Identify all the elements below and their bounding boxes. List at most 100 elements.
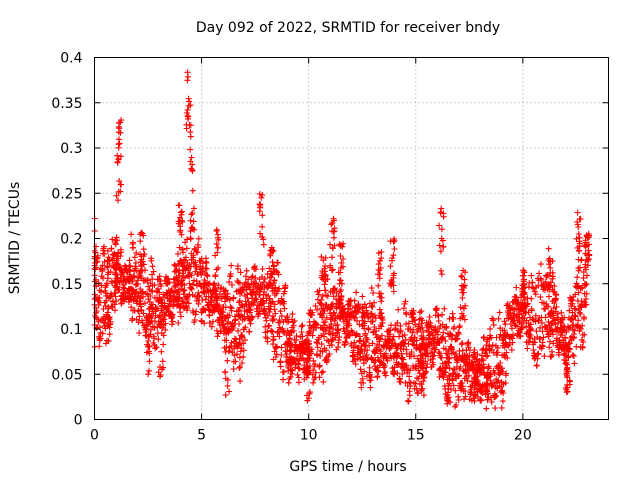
data-point: [253, 296, 260, 303]
data-point: [162, 320, 169, 327]
data-point: [453, 336, 460, 343]
data-point: [213, 295, 220, 302]
data-point: [231, 345, 238, 352]
x-tick-label: 20: [514, 428, 532, 444]
data-point: [338, 259, 345, 266]
data-point: [292, 364, 299, 371]
data-point: [581, 331, 588, 338]
data-point: [575, 231, 582, 237]
data-point: [426, 314, 433, 320]
data-point: [537, 324, 544, 331]
data-point: [137, 286, 144, 292]
data-point: [488, 334, 495, 341]
data-point: [224, 382, 231, 389]
data-point: [136, 330, 143, 336]
data-point: [383, 354, 390, 361]
data-point: [395, 306, 402, 313]
data-point: [117, 181, 124, 188]
data-point: [394, 319, 401, 326]
data-point: [444, 351, 451, 357]
data-point: [354, 317, 360, 324]
data-point: [418, 320, 425, 327]
data-point: [471, 391, 478, 398]
data-point: [439, 335, 446, 341]
data-point: [116, 286, 123, 293]
data-point: [97, 335, 104, 342]
data-point: [182, 254, 189, 261]
data-point: [462, 388, 469, 394]
data-point: [137, 238, 144, 245]
data-point: [206, 312, 213, 319]
data-point: [189, 166, 196, 173]
data-point: [280, 328, 287, 335]
data-point: [304, 346, 311, 353]
data-point: [263, 317, 270, 324]
data-point: [320, 378, 327, 385]
data-point: [359, 293, 366, 300]
data-point: [411, 353, 417, 360]
data-point: [469, 359, 476, 366]
data-point: [525, 309, 532, 316]
data-point: [495, 315, 502, 322]
data-point: [138, 256, 145, 263]
data-point: [566, 340, 573, 347]
data-point: [392, 341, 399, 348]
data-point: [531, 288, 538, 295]
data-point: [155, 285, 162, 292]
data-point: [539, 319, 545, 326]
data-point: [312, 369, 319, 376]
data-point: [470, 395, 477, 402]
data-point: [440, 244, 447, 250]
data-point: [231, 352, 238, 359]
data-point: [161, 316, 168, 323]
data-point: [328, 267, 335, 274]
data-point: [215, 282, 222, 289]
data-point: [504, 354, 511, 361]
data-point: [342, 339, 349, 346]
data-point: [312, 361, 318, 368]
data-point: [187, 146, 194, 153]
data-point: [445, 355, 452, 362]
data-point: [390, 252, 397, 259]
data-point: [145, 321, 151, 328]
data-point: [142, 300, 148, 307]
data-point: [472, 367, 479, 374]
data-point: [261, 275, 268, 282]
data-point: [563, 359, 570, 366]
data-point: [107, 318, 114, 325]
chart-title: Day 092 of 2022, SRMTID for receiver bnd…: [196, 20, 500, 36]
data-point: [213, 266, 220, 273]
data-point: [377, 257, 383, 264]
data-point: [410, 314, 417, 321]
data-point: [201, 320, 208, 327]
data-point: [283, 351, 290, 358]
data-point: [330, 215, 337, 222]
data-point: [278, 344, 285, 351]
data-point: [286, 360, 293, 367]
data-point: [277, 358, 284, 365]
data-point: [585, 247, 592, 254]
data-point: [318, 341, 325, 348]
data-point: [510, 331, 517, 338]
data-point: [369, 318, 376, 325]
data-point: [286, 343, 293, 350]
data-point: [585, 241, 592, 248]
data-point: [574, 221, 581, 228]
data-point: [146, 358, 153, 365]
data-point: [399, 371, 406, 377]
data-point: [487, 370, 494, 377]
data-point: [115, 129, 122, 136]
data-point: [260, 279, 267, 286]
data-point: [394, 370, 401, 377]
data-point: [479, 364, 486, 371]
data-point: [335, 300, 342, 307]
data-point: [435, 349, 442, 355]
data-point: [361, 368, 368, 375]
data-point: [285, 318, 292, 325]
data-point: [436, 242, 443, 249]
data-point: [104, 322, 111, 329]
data-point: [237, 348, 244, 355]
data-point: [352, 361, 359, 368]
data-point: [214, 234, 221, 241]
data-point: [145, 296, 152, 303]
